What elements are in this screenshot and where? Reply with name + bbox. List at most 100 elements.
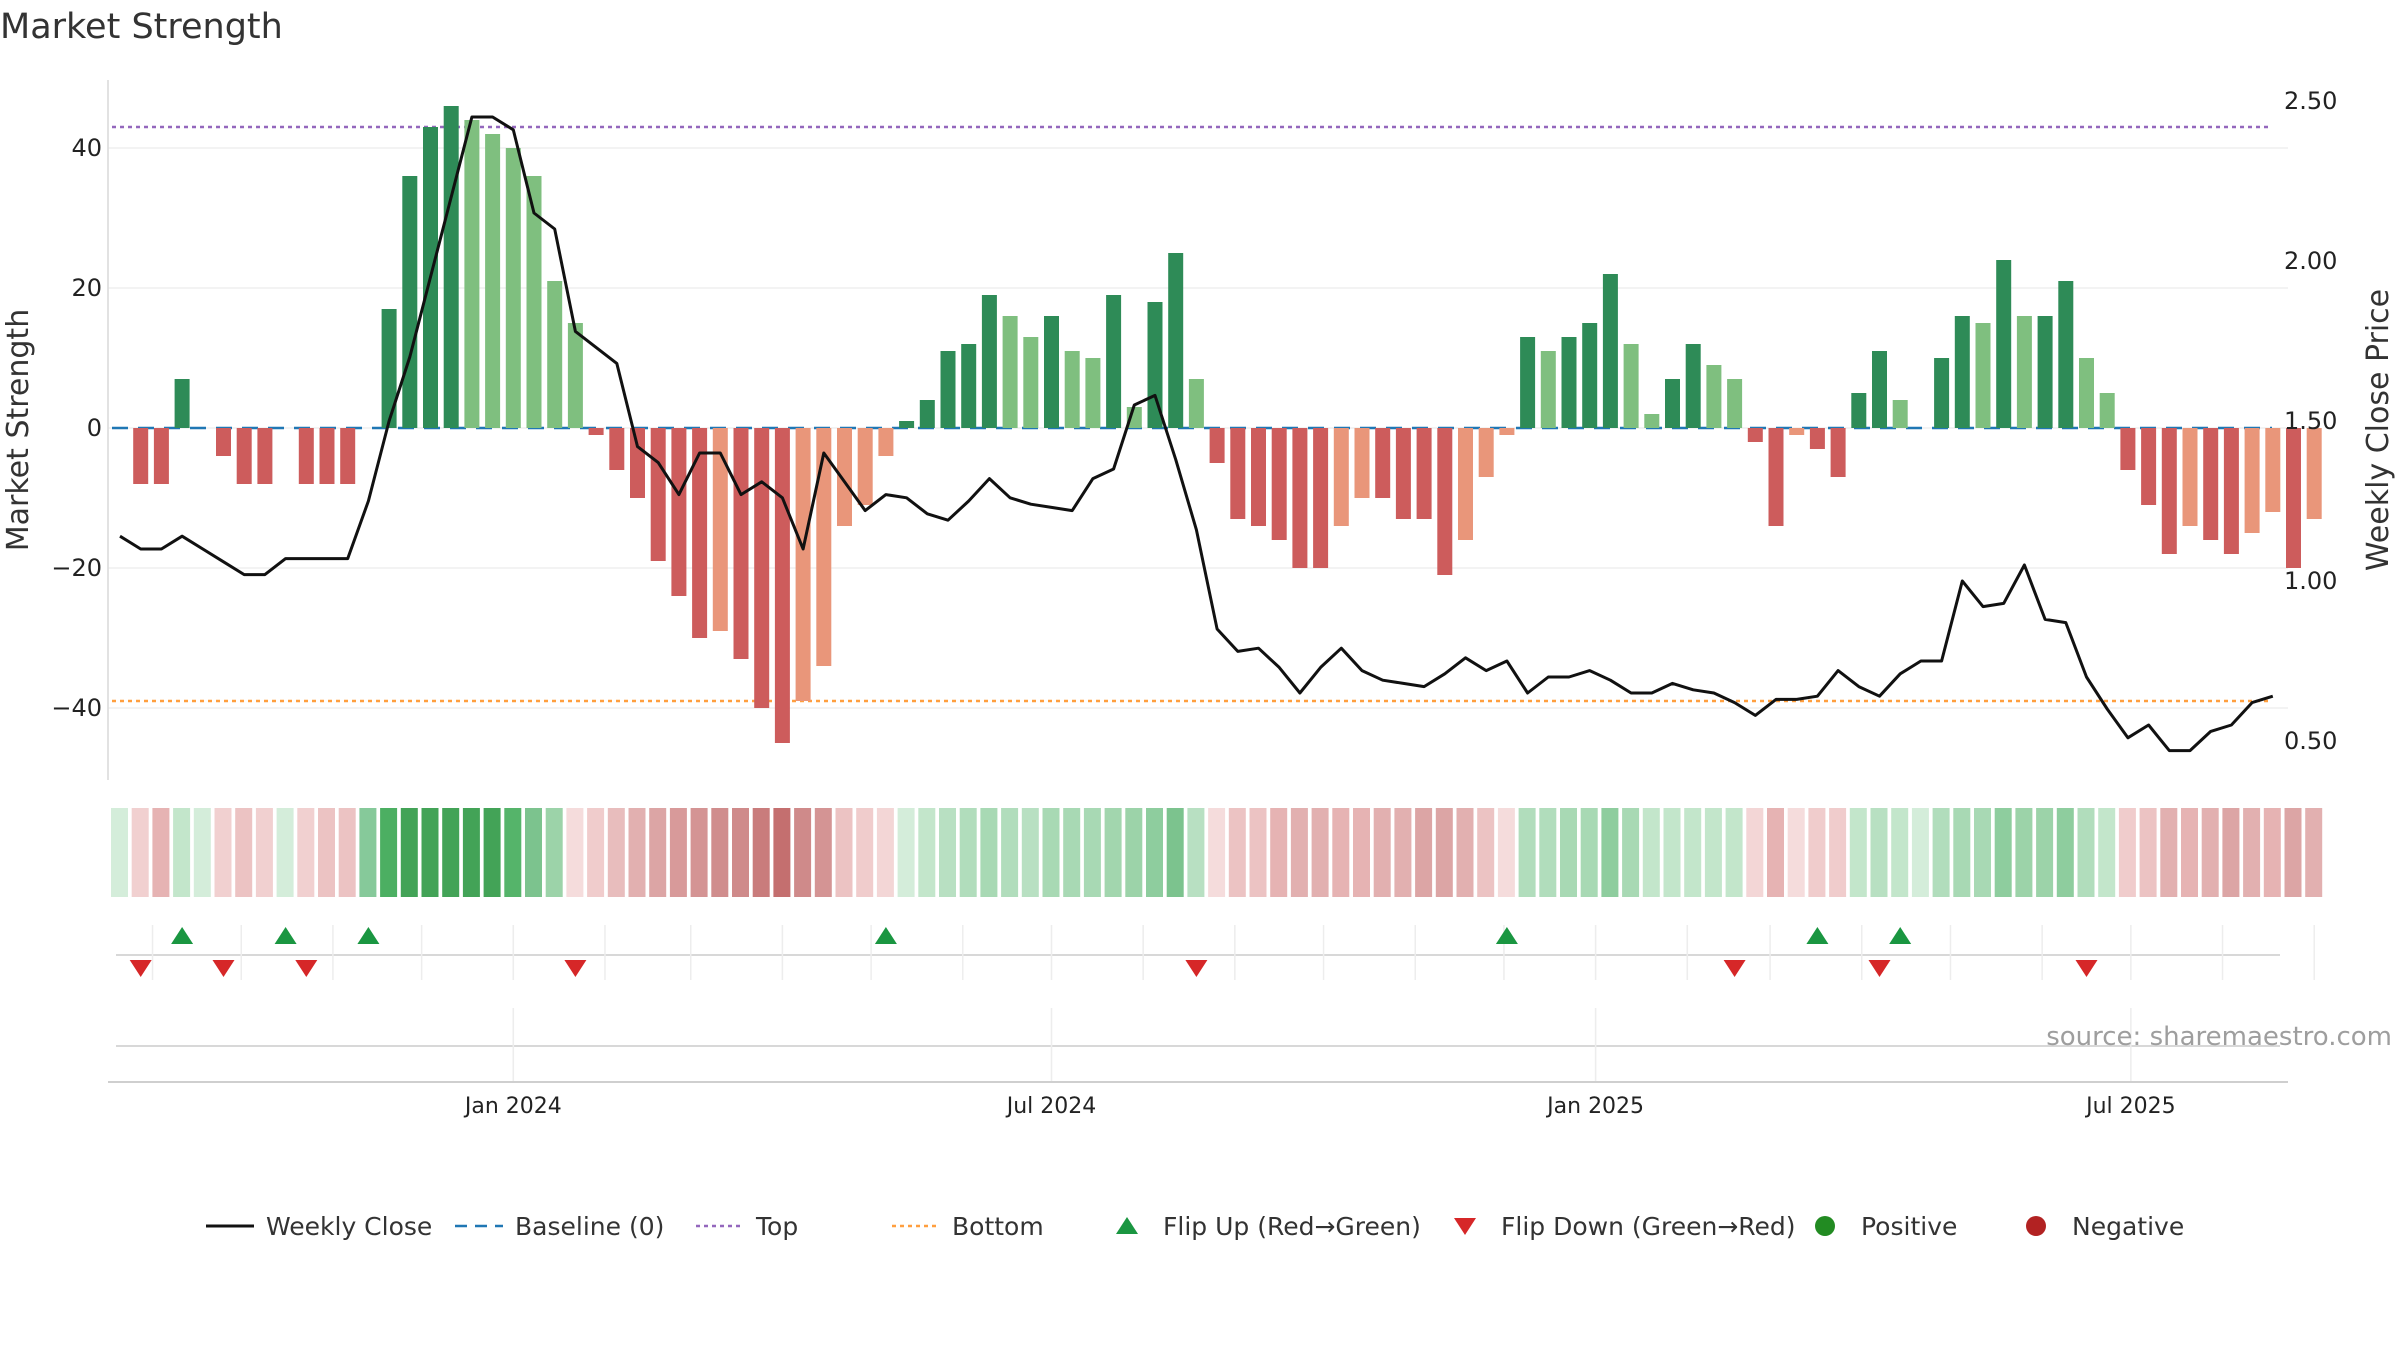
heat-cell <box>607 808 625 897</box>
heat-cell <box>1911 808 1929 897</box>
y2-tick-label: 2.50 <box>2284 87 2337 115</box>
flip-up-marker <box>1495 927 1518 944</box>
heat-cell <box>773 808 791 897</box>
heat-cell <box>173 808 191 897</box>
strength-bar <box>1085 358 1101 428</box>
legend-label: Negative <box>2072 1212 2184 1241</box>
bottom-panel-gridlines <box>512 1008 2132 1082</box>
legend-label: Weekly Close <box>266 1212 432 1241</box>
y-tick-label: −40 <box>51 694 102 722</box>
flip-up-marker <box>274 927 297 944</box>
flip-down-marker <box>295 960 318 977</box>
strength-bar <box>464 120 480 428</box>
strength-bar <box>754 428 770 708</box>
strength-bar <box>1934 358 1950 428</box>
heat-cell <box>939 808 956 897</box>
heat-cell <box>1125 808 1143 897</box>
heat-cell <box>442 808 460 897</box>
strength-bar <box>981 295 997 428</box>
strength-bar <box>1954 316 1970 428</box>
heat-cell <box>2160 808 2178 897</box>
legend-flip-up-icon <box>1116 1217 1138 1234</box>
strength-bar <box>1271 428 1287 540</box>
flip-up-marker <box>1889 927 1912 944</box>
heat-cell <box>483 808 501 897</box>
heat-cell <box>131 808 149 897</box>
heat-cell <box>462 808 480 897</box>
strength-bar <box>1809 428 1825 449</box>
strength-bar <box>1168 253 1184 428</box>
strength-bar <box>1830 428 1846 477</box>
strength-bar <box>650 428 666 561</box>
heat-cell <box>856 808 874 897</box>
legend-label: Bottom <box>952 1212 1044 1241</box>
price-line-group <box>119 115 2274 753</box>
strength-bar <box>1416 428 1432 519</box>
heat-cell <box>1435 808 1453 897</box>
strength-bar <box>1706 365 1722 428</box>
date-tick-label: Jan 2024 <box>463 1094 562 1119</box>
strength-bars <box>133 106 2322 743</box>
strength-bar <box>837 428 852 526</box>
heat-cell <box>545 808 563 897</box>
strength-bar <box>236 428 252 484</box>
heat-cell <box>2098 808 2116 897</box>
heat-cell <box>2284 808 2302 897</box>
heat-cell <box>835 808 853 897</box>
legend-label: Flip Up (Red→Green) <box>1163 1212 1421 1241</box>
heat-cell <box>1849 808 1867 897</box>
heat-cell <box>649 808 667 897</box>
heat-cell <box>897 808 915 897</box>
y2-tick-label: 2.00 <box>2284 247 2337 275</box>
heat-cell <box>1083 808 1101 897</box>
strength-bar <box>1333 428 1349 526</box>
heat-cell <box>1290 808 1308 897</box>
strength-bar <box>381 309 397 428</box>
heat-cell <box>794 808 812 897</box>
strength-bar <box>733 428 749 659</box>
strength-bar <box>2079 358 2094 428</box>
flip-up-marker <box>171 927 194 944</box>
heat-cell <box>1228 808 1246 897</box>
y2-tick-label: 1.00 <box>2284 567 2337 595</box>
heat-cell <box>2222 808 2240 897</box>
heat-cell <box>1704 808 1722 897</box>
strength-bar <box>878 428 894 456</box>
heat-cell <box>1311 808 1329 897</box>
heat-cell <box>1042 808 1060 897</box>
heat-cell <box>1021 808 1039 897</box>
legend-negative-icon <box>2026 1216 2046 1236</box>
weekly-close-line <box>119 115 2274 753</box>
heat-cell <box>1746 808 1764 897</box>
heat-cell <box>669 808 687 897</box>
strength-bar <box>1292 428 1308 568</box>
strength-bar <box>1002 316 1018 428</box>
heat-cell <box>1891 808 1909 897</box>
y2-tick-label: 0.50 <box>2284 727 2337 755</box>
strength-bar <box>2037 316 2053 428</box>
strength-bar <box>526 176 542 428</box>
strength-bar <box>2203 428 2219 540</box>
strength-bar <box>919 400 935 428</box>
legend-positive-icon <box>1815 1216 1835 1236</box>
y-tick-label: −20 <box>51 554 102 582</box>
heat-cell <box>1539 808 1557 897</box>
heat-cell <box>876 808 894 897</box>
strength-bar <box>1644 414 1660 428</box>
heat-cell <box>525 808 542 897</box>
strength-bar <box>1499 428 1515 435</box>
heat-cell <box>2243 808 2261 897</box>
strength-bar <box>1975 323 1991 428</box>
heat-cell <box>359 808 377 897</box>
legend-label: Flip Down (Green→Red) <box>1501 1212 1796 1241</box>
heat-cell <box>752 808 770 897</box>
y2-axis-label: Weekly Close Price <box>2361 289 2396 571</box>
strength-bar <box>1375 428 1391 498</box>
flip-down-marker <box>564 960 587 977</box>
date-tick-label: Jul 2025 <box>2084 1094 2176 1119</box>
heat-cell <box>1622 808 1640 897</box>
strength-bar <box>1540 351 1556 428</box>
date-tick-label: Jan 2025 <box>1545 1094 1644 1119</box>
strength-bar <box>1354 428 1370 498</box>
